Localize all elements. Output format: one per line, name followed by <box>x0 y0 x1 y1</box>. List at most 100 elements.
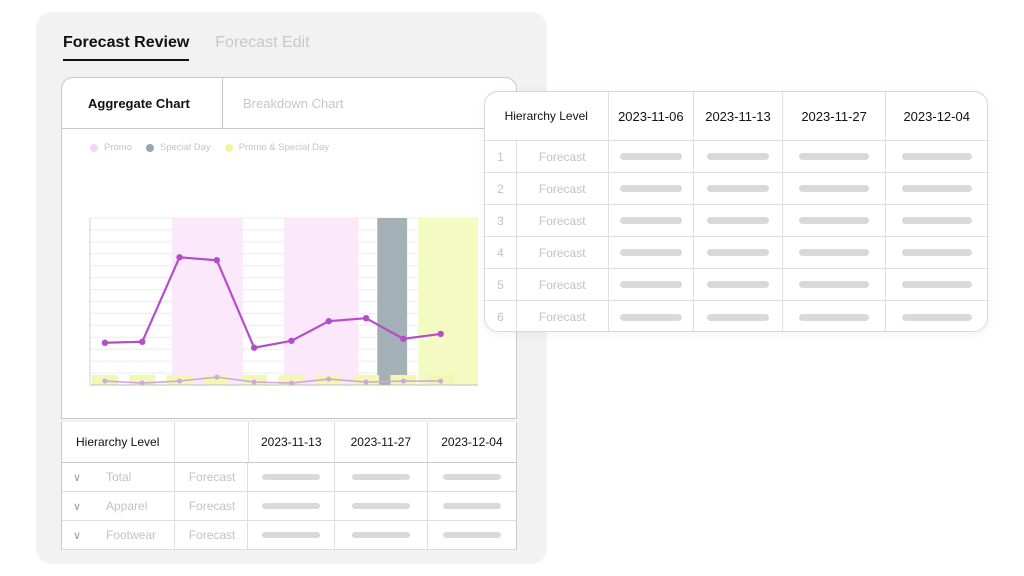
value-cell <box>886 269 987 300</box>
header-date: 2023-12-04 <box>441 435 503 449</box>
loading-placeholder <box>901 249 972 256</box>
highlight-band-promo-special <box>418 218 478 385</box>
row-number: 6 <box>485 301 517 331</box>
chevron-down-icon[interactable]: ∨ <box>72 529 82 542</box>
header-hierarchy-level: Hierarchy Level <box>62 422 175 462</box>
type-cell: Forecast <box>175 521 249 549</box>
data-point <box>101 339 109 346</box>
value-cell <box>609 141 695 172</box>
header-date: 2023-11-13 <box>694 92 783 140</box>
loading-placeholder <box>351 532 410 538</box>
table-row: 5 Forecast <box>485 269 987 301</box>
chevron-down-icon[interactable]: ∨ <box>72 500 82 513</box>
loading-placeholder <box>799 217 870 224</box>
data-point <box>400 378 406 384</box>
loading-placeholder <box>442 532 501 538</box>
table-row: ∨ Footwear Forecast <box>62 521 516 550</box>
legend-label: Promo <box>104 142 132 153</box>
data-point <box>177 378 183 384</box>
tab-aggregate-chart[interactable]: Aggregate Chart <box>62 78 223 128</box>
value-cell <box>783 301 887 331</box>
loading-placeholder <box>619 313 682 321</box>
type-cell: Forecast <box>517 237 609 268</box>
legend-swatch-promo <box>90 143 98 152</box>
loading-placeholder <box>901 185 972 192</box>
chart-legend: Promo Special Day Promo & Special Day <box>90 142 329 153</box>
table-row: ∨ Apparel Forecast <box>62 492 516 521</box>
table-row: 4 Forecast <box>485 237 987 269</box>
loading-placeholder <box>262 474 321 480</box>
value-cell <box>248 463 335 491</box>
hierarchy-table: Hierarchy Level 2023-11-13 2023-11-27 20… <box>61 422 517 550</box>
loading-placeholder <box>799 281 870 288</box>
value-cell <box>335 463 428 491</box>
row-number: 4 <box>485 237 517 268</box>
highlight-band-special <box>377 218 408 385</box>
value-cell <box>609 173 695 204</box>
legend-label: Promo & Special Day <box>238 142 329 153</box>
loading-placeholder <box>619 249 682 256</box>
type-cell: Forecast <box>517 205 609 236</box>
legend-item-special-day: Special Day <box>145 142 211 153</box>
header-date: 2023-11-13 <box>249 422 335 462</box>
loading-placeholder <box>262 532 321 538</box>
value-cell <box>783 237 887 268</box>
header-hierarchy-level: Hierarchy Level <box>485 92 609 140</box>
type-cell: Forecast <box>517 173 609 204</box>
value-cell <box>783 269 887 300</box>
data-point <box>326 376 332 382</box>
data-point <box>139 380 145 386</box>
top-tabs: Forecast Review Forecast Edit <box>63 34 310 61</box>
tab-forecast-edit[interactable]: Forecast Edit <box>215 34 310 51</box>
chart-panel: Aggregate Chart Breakdown Chart Promo Sp… <box>61 77 517 419</box>
value-cell <box>609 237 695 268</box>
highlight-band-promo <box>284 218 359 385</box>
loading-placeholder <box>799 185 870 192</box>
loading-placeholder <box>706 313 769 321</box>
table-header-row: Hierarchy Level 2023-11-06 2023-11-13 20… <box>485 92 987 141</box>
value-cell <box>694 141 783 172</box>
data-point <box>251 379 257 385</box>
row-number: 3 <box>485 205 517 236</box>
legend-item-promo: Promo <box>90 142 132 153</box>
value-cell <box>886 301 987 331</box>
series-line <box>104 256 441 349</box>
chevron-down-icon[interactable]: ∨ <box>72 471 82 484</box>
header-date: 2023-11-27 <box>335 422 428 462</box>
table-body: 1 Forecast 2 Forecast 3 Forecast 4 Forecast 5 For… <box>485 141 987 331</box>
tab-breakdown-chart[interactable]: Breakdown Chart <box>243 95 344 111</box>
row-number: 5 <box>485 269 517 300</box>
loading-placeholder <box>799 153 870 160</box>
loading-placeholder <box>442 474 501 480</box>
type-cell: Forecast <box>175 492 249 520</box>
type-cell: Forecast <box>517 269 609 300</box>
data-point <box>400 335 407 343</box>
value-cell <box>609 301 695 331</box>
value-cell <box>694 205 783 236</box>
loading-placeholder <box>901 153 972 160</box>
hierarchy-name: Total <box>106 470 132 484</box>
aggregate-chart <box>89 217 478 386</box>
table-row: 3 Forecast <box>485 205 987 237</box>
legend-swatch-special-day <box>145 143 154 152</box>
value-cell <box>886 205 987 236</box>
loading-placeholder <box>901 281 972 288</box>
hierarchy-cell: ∨ Footwear <box>62 521 175 549</box>
base-bar <box>278 375 305 385</box>
legend-label: Special Day <box>159 142 211 153</box>
loading-placeholder <box>901 217 972 224</box>
type-cell: Forecast <box>175 463 249 491</box>
forecast-card: Forecast Review Forecast Edit Aggregate … <box>36 12 547 564</box>
hierarchy-name: Apparel <box>106 499 148 513</box>
tab-forecast-review[interactable]: Forecast Review <box>63 34 190 61</box>
loading-placeholder <box>442 503 501 509</box>
loading-placeholder <box>706 217 769 224</box>
legend-item-promo-special-day: Promo & Special Day <box>224 142 329 153</box>
loading-placeholder <box>706 153 769 160</box>
value-cell <box>428 492 516 520</box>
value-cell <box>694 237 783 268</box>
value-cell <box>428 463 516 491</box>
data-point <box>363 379 369 385</box>
value-cell <box>335 492 428 520</box>
type-cell: Forecast <box>517 141 609 172</box>
